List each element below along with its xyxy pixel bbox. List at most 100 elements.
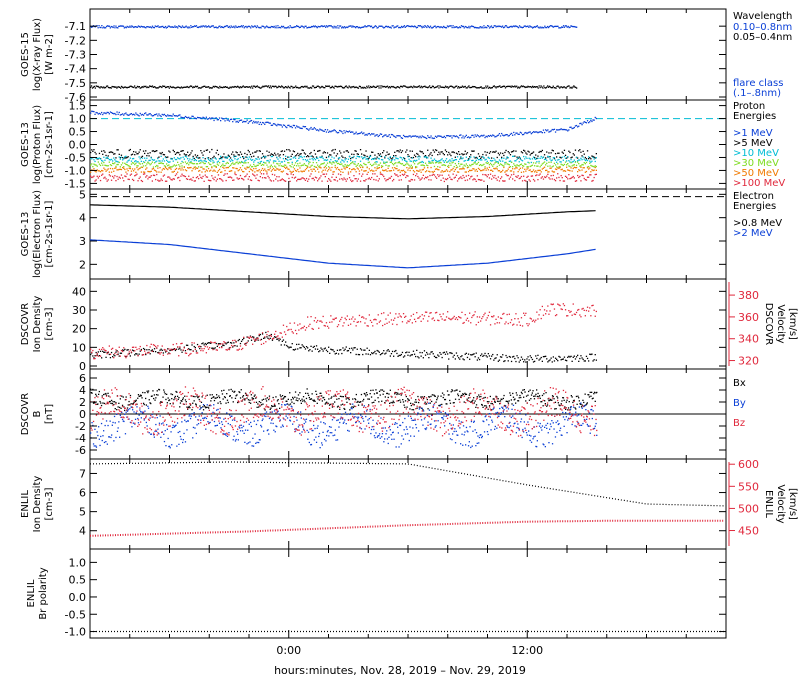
data-point [156,164,158,167]
data-point [312,25,315,27]
data-point [103,156,105,158]
data-point [285,341,287,343]
data-point [337,157,340,159]
data-point [520,175,523,178]
data-point [155,113,157,116]
data-point [350,159,352,162]
data-point [146,175,148,177]
data-point [400,27,402,29]
data-point [380,159,383,161]
data-point [234,390,236,393]
data-point [184,154,187,156]
data-point [242,170,244,173]
data-point [225,25,228,27]
data-point [411,354,413,356]
data-point [177,177,179,179]
data-point [351,157,353,159]
data-point [355,165,357,167]
data-point [388,321,390,323]
data-point [550,175,552,177]
data-point [563,26,566,28]
data-point [367,325,369,327]
data-point [146,155,148,157]
data-point [538,27,540,29]
data-point [514,160,516,162]
data-point [427,149,429,151]
data-point [326,152,329,154]
data-point [141,354,144,356]
data-point [337,353,340,355]
data-point [304,164,307,166]
data-point [161,113,163,116]
data-point [275,330,277,333]
data-point [528,131,530,133]
data-point [406,25,408,27]
data-point [233,342,235,344]
data-point [196,154,199,157]
data-point [327,25,330,27]
data-point [325,159,328,162]
data-point [179,167,181,169]
data-point [170,115,172,117]
data-point [480,170,482,172]
data-point [484,166,486,168]
data-point [529,317,531,319]
data-point [315,321,318,323]
data-point [299,162,301,164]
data-point [289,158,291,161]
data-point [156,390,158,392]
data-point [187,117,189,119]
data-point [326,180,329,182]
data-point [248,170,250,173]
data-point [340,171,342,173]
data-point [430,157,432,159]
data-point [585,170,588,173]
data-point [592,119,594,121]
data-point [158,351,160,354]
data-point [554,131,557,133]
data-point [153,162,156,164]
data-point [442,136,444,138]
data-point [391,180,394,182]
data-point [161,179,163,182]
data-point [564,154,567,156]
data-point [235,155,237,157]
data-point [293,86,295,88]
data-point [169,114,171,117]
data-point [221,346,223,348]
data-point [275,154,277,156]
data-point [104,351,106,353]
data-point [411,135,413,137]
data-point [386,170,388,172]
data-point [180,169,182,171]
data-point [290,125,292,128]
data-point [379,133,382,135]
data-point [443,351,445,353]
data-point [289,25,291,27]
data-point [353,153,355,156]
data-point [200,401,203,403]
data-point [518,177,520,180]
data-point [468,25,470,28]
data-point [180,175,182,177]
data-point [585,159,588,161]
data-point [377,314,379,316]
data-point [245,162,247,164]
data-point [545,176,547,179]
data-point [263,155,265,157]
data-point [507,322,509,325]
data-point [595,165,597,168]
data-point [547,86,550,88]
data-point [332,161,334,163]
data-point [151,350,153,352]
data-point [158,180,160,182]
data-point [384,85,386,88]
data-point [304,85,306,87]
data-point [461,153,463,155]
data-point [566,176,568,178]
data-point [143,26,145,28]
data-point [523,86,525,88]
data-point [180,349,182,351]
data-point [288,347,290,349]
data-point [247,149,249,152]
